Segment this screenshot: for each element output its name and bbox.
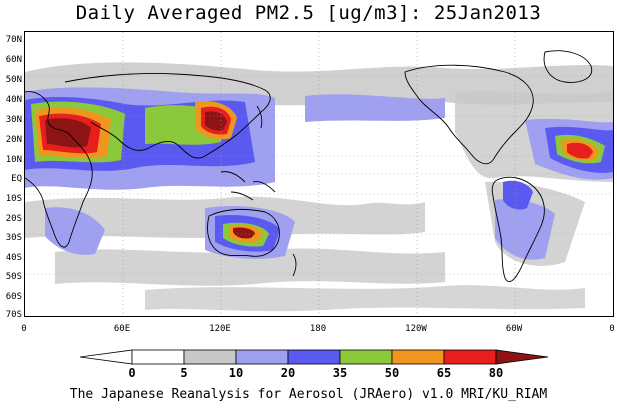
colorbar-arrow-high — [495, 349, 549, 365]
lat-label-eq: EQ — [11, 174, 22, 184]
lat-label-40s: 40S — [5, 253, 22, 263]
footer-credit: The Japanese Reanalysis for Aerosol (JRA… — [69, 387, 548, 402]
lon-label-120e: 120E — [209, 324, 231, 334]
lat-label-10n: 10N — [5, 155, 22, 165]
lat-label-60s: 60S — [5, 292, 22, 302]
lon-label-60e: 60E — [113, 324, 131, 334]
lat-label-60n: 60N — [5, 55, 22, 65]
colorbar-label-80: 80 — [488, 366, 504, 380]
lat-label-70n: 70N — [5, 35, 22, 45]
colorbar — [79, 349, 550, 369]
colorbar-label-50: 50 — [384, 366, 400, 380]
colorbar-bin-1 — [183, 349, 237, 365]
pm25-map — [25, 32, 613, 316]
lat-label-30s: 30S — [5, 233, 22, 243]
colorbar-bin-4 — [339, 349, 393, 365]
lat-label-20n: 20N — [5, 135, 22, 145]
lat-label-50s: 50S — [5, 272, 22, 282]
lon-label-60w: 60W — [505, 324, 523, 334]
colorbar-label-20: 20 — [280, 366, 296, 380]
lat-label-40n: 40N — [5, 95, 22, 105]
colorbar-bin-6 — [443, 349, 497, 365]
lat-label-30n: 30N — [5, 115, 22, 125]
lat-label-20s: 20S — [5, 214, 22, 224]
colorbar-label-35: 35 — [332, 366, 348, 380]
colorbar-svg — [79, 349, 549, 365]
lat-label-50n: 50N — [5, 75, 22, 85]
map-title: Daily Averaged PM2.5 [ug/m3]: 25Jan2013 — [75, 2, 542, 24]
colorbar-bin-2 — [235, 349, 289, 365]
lon-label-0-right: 0 — [609, 324, 615, 334]
map-panel — [24, 31, 614, 317]
colorbar-bin-3 — [287, 349, 341, 365]
lon-label-0-left: 0 — [21, 324, 27, 334]
colorbar-bin-5 — [391, 349, 445, 365]
lon-label-180: 180 — [309, 324, 327, 334]
colorbar-label-5: 5 — [180, 366, 188, 380]
colorbar-arrow-low — [79, 349, 133, 365]
colorbar-label-0: 0 — [128, 366, 136, 380]
lat-label-70s: 70S — [5, 310, 22, 320]
colorbar-bin-0 — [131, 349, 185, 365]
colorbar-label-10: 10 — [228, 366, 244, 380]
lon-label-120w: 120W — [405, 324, 427, 334]
graticule — [25, 32, 613, 316]
lat-label-10s: 10S — [5, 194, 22, 204]
colorbar-label-65: 65 — [436, 366, 452, 380]
coastlines — [25, 50, 593, 282]
